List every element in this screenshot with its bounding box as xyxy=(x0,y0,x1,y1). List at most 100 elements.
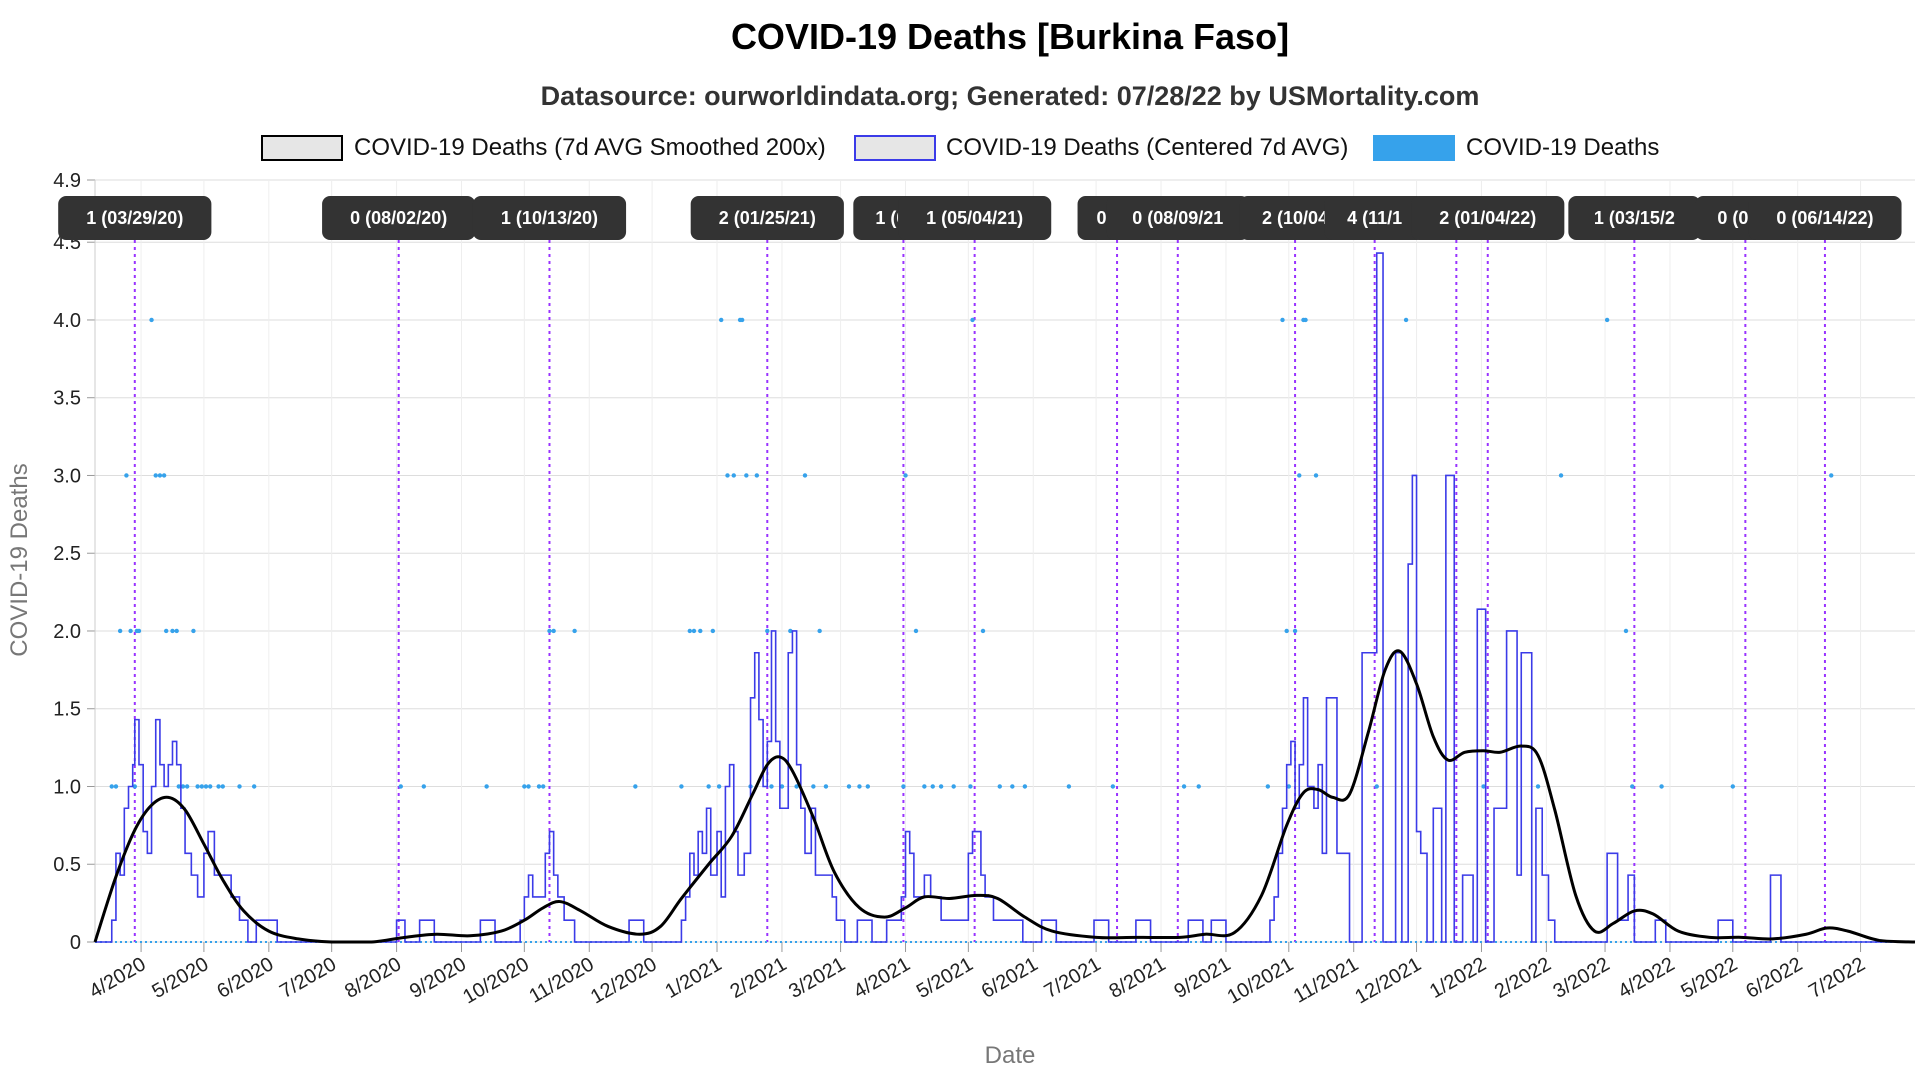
daily-point xyxy=(765,628,770,634)
y-tick-label: 3.0 xyxy=(53,465,81,487)
annotation-badge xyxy=(472,196,627,240)
daily-point xyxy=(903,473,908,478)
daily-point xyxy=(251,784,257,789)
annotation-badge xyxy=(58,196,212,240)
annotation-label: 0 (06/14/22) xyxy=(1748,196,1902,240)
daily-point xyxy=(725,473,730,478)
smoothed-avg-line xyxy=(93,649,1916,944)
annotation-badge xyxy=(1239,196,1351,240)
daily-point xyxy=(220,784,225,789)
series-smoothed-7d-avg xyxy=(93,649,1916,944)
daily-point xyxy=(794,784,799,789)
daily-point xyxy=(113,784,119,789)
x-tick-label: 5/2021 xyxy=(913,953,977,1003)
annotation-label: 1 (03/15/2 xyxy=(1568,196,1701,240)
annotation-text: 1 (03/15/2 xyxy=(1594,208,1675,228)
annotation-text: 2 (10/04 xyxy=(1262,208,1328,228)
series-daily-deaths xyxy=(95,317,1915,943)
annotation-text: 1 (10/13/20) xyxy=(501,208,598,228)
x-tick-label: 8/2021 xyxy=(1106,953,1170,1003)
annotation-text: 4 (11/1 xyxy=(1347,208,1402,228)
daily-point xyxy=(1630,784,1635,789)
daily-point xyxy=(1313,473,1319,478)
y-tick-label: 2.5 xyxy=(53,543,81,565)
x-tick-label: 8/2020 xyxy=(341,953,405,1003)
daily-point xyxy=(980,628,986,634)
legend-label: COVID-19 Deaths (7d AVG Smoothed 200x) xyxy=(354,134,826,161)
daily-point xyxy=(846,784,852,789)
daily-point xyxy=(1374,784,1379,789)
daily-point xyxy=(731,473,736,478)
annotation-label: 0 (08/02/20) xyxy=(322,196,476,240)
daily-point xyxy=(170,628,175,634)
daily-point xyxy=(802,473,808,478)
daily-point xyxy=(1403,317,1409,323)
x-tick-label: 6/2022 xyxy=(1742,953,1806,1003)
x-tick-label: 10/2020 xyxy=(459,953,533,1008)
y-tick-label: 0.5 xyxy=(53,854,81,876)
annotation-label: 1 (03/29/20) xyxy=(58,196,212,240)
annotation-text: 2 (01/25/21) xyxy=(719,208,816,228)
annotation-text: 0 (08/02/20) xyxy=(350,208,447,228)
annotation-label: 2 (01/25/21) xyxy=(690,196,844,240)
daily-point xyxy=(132,784,137,789)
daily-point xyxy=(716,784,722,789)
daily-point xyxy=(691,628,697,634)
daily-point xyxy=(421,784,427,789)
x-tick-label: 4/2020 xyxy=(86,953,150,1003)
daily-point xyxy=(551,628,556,634)
y-tick-label: 1.5 xyxy=(53,699,81,721)
daily-point xyxy=(180,784,186,789)
daily-point xyxy=(1297,473,1302,478)
legend-item[interactable]: COVID-19 Deaths xyxy=(1373,134,1659,161)
daily-point xyxy=(237,784,242,789)
daily-point xyxy=(706,784,711,789)
daily-point xyxy=(1284,628,1289,634)
daily-point xyxy=(769,784,774,789)
daily-point xyxy=(1730,784,1735,789)
x-tick-label: 11/2021 xyxy=(1290,953,1362,1007)
annotation-label: 1 (10/13/20) xyxy=(472,196,627,240)
legend-swatch xyxy=(854,135,936,161)
legend-item[interactable]: COVID-19 Deaths (Centered 7d AVG) xyxy=(854,134,1348,161)
daily-point xyxy=(754,473,760,478)
annotation-badge xyxy=(322,196,476,240)
daily-point xyxy=(484,784,489,789)
daily-point xyxy=(191,628,196,634)
daily-point xyxy=(128,628,133,634)
x-tick-label: 5/2020 xyxy=(148,953,212,1003)
daily-point xyxy=(698,628,703,634)
daily-point xyxy=(679,784,684,789)
x-tick-label: 4/2022 xyxy=(1614,953,1678,1003)
annotation-badge xyxy=(1568,196,1701,240)
x-tick-label: 9/2021 xyxy=(1170,953,1234,1003)
daily-point xyxy=(938,784,944,789)
x-tick-label: 3/2021 xyxy=(785,953,849,1003)
daily-point xyxy=(817,628,822,634)
y-tick-label: 2.0 xyxy=(53,621,81,643)
legend-item[interactable]: COVID-19 Deaths (7d AVG Smoothed 200x) xyxy=(261,134,826,161)
daily-point xyxy=(398,784,403,789)
annotation-label: 2 (10/04 xyxy=(1239,196,1351,240)
x-tick-label: 4/2021 xyxy=(850,953,914,1003)
legend-label: COVID-19 Deaths xyxy=(1466,134,1659,161)
x-tick-label: 11/2020 xyxy=(525,953,597,1007)
legend[interactable]: COVID-19 Deaths (7d AVG Smoothed 200x) CO… xyxy=(261,134,1659,161)
daily-point xyxy=(207,784,213,789)
daily-point xyxy=(1280,317,1285,323)
y-tick-label: 0 xyxy=(70,932,81,954)
daily-point xyxy=(1659,784,1664,789)
legend-swatch xyxy=(261,135,343,161)
chart-subtitle: Datasource: ourworldindata.org; Generate… xyxy=(541,81,1480,111)
x-tick-label: 2/2021 xyxy=(726,953,790,1003)
daily-point xyxy=(1181,784,1187,789)
annotation-labels: 1 (03/29/20) 0 (08/02/20) 1 (10/13/20) 2 (0… xyxy=(58,196,1902,240)
y-axis-title: COVID-19 Deaths xyxy=(6,463,33,656)
legend-label: COVID-19 Deaths (Centered 7d AVG) xyxy=(946,134,1348,161)
annotation-badge xyxy=(690,196,844,240)
daily-point xyxy=(216,784,221,789)
grid-lines xyxy=(87,179,1915,952)
daily-point xyxy=(719,317,724,323)
daily-point xyxy=(744,473,749,478)
